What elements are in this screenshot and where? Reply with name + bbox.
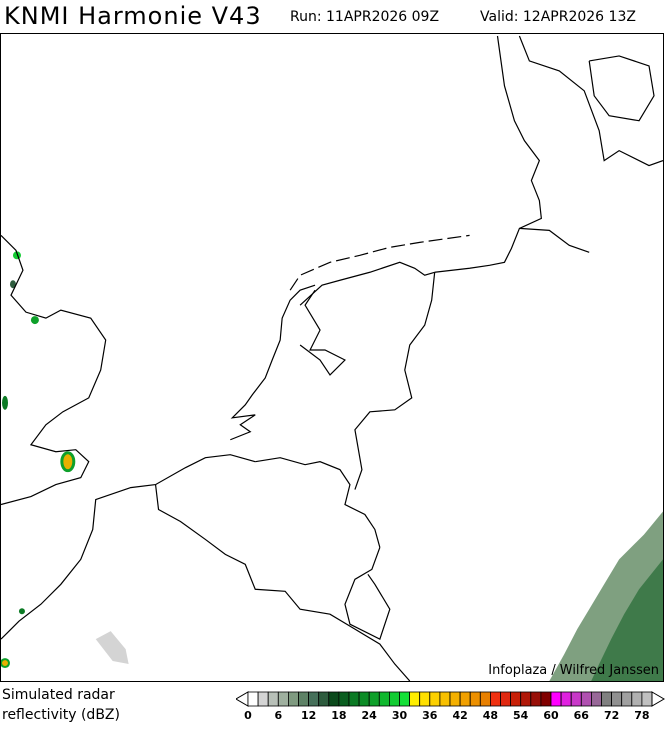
coastline-jutland-east (519, 227, 590, 253)
coastlines-borders (1, 35, 663, 681)
precip-cell (2, 395, 9, 410)
colorbar-tick-label: 0 (244, 709, 252, 721)
colorbar-swatch (368, 691, 380, 707)
run-time: Run: 11APR2026 09Z (290, 9, 440, 25)
colorbar-tick-label: 42 (452, 709, 467, 721)
precipitation (1, 251, 663, 681)
colorbar-swatch (399, 691, 411, 707)
colorbar-swatch (500, 691, 512, 707)
border-be-de-lu (344, 547, 391, 640)
ijsselmeer (299, 289, 346, 376)
colorbar-tick-label: 60 (543, 709, 559, 721)
coastline-england (1, 234, 107, 506)
colorbar-swatch (601, 691, 613, 707)
colorbar-swatch (288, 691, 299, 707)
colorbar-swatch (459, 691, 471, 707)
coastline-germany (434, 35, 542, 273)
colorbar-swatch (479, 691, 491, 707)
border-nl-be (255, 457, 381, 548)
coastline-france-belgium (1, 454, 256, 640)
colorbar-tick-label: 78 (634, 709, 649, 721)
legend-title: Simulated radar reflectivity (dBZ) (2, 685, 120, 725)
precip-cell (1, 658, 10, 669)
radar-map: Infoplaza / Wilfred Janssen (0, 33, 664, 682)
legend-title-line1: Simulated radar (2, 687, 115, 703)
colorbar-tick-label: 12 (301, 709, 316, 721)
colorbar-swatch (570, 691, 582, 707)
afsluitdijk-frisian-coast (299, 261, 435, 306)
colorbar-swatch (429, 691, 441, 707)
precip-cell-england (60, 451, 76, 473)
colorbar-swatch (409, 691, 421, 707)
map-credit: Infoplaza / Wilfred Janssen (488, 663, 659, 678)
colorbar-swatch (328, 691, 340, 707)
colorbar-swatch (489, 691, 501, 707)
colorbar-swatch (611, 691, 623, 707)
colorbar-tick-label: 6 (274, 709, 282, 721)
colorbar: 0 6 12 18 24 30 36 42 48 54 60 66 72 78 (236, 691, 665, 721)
coastline-netherlands (230, 284, 316, 441)
colorbar-swatch (338, 691, 350, 707)
colorbar-swatch (358, 691, 370, 707)
colorbar-swatch (540, 691, 552, 707)
colorbar-swatch (580, 691, 592, 707)
valid-time: Valid: 12APR2026 13Z (480, 9, 636, 25)
model-title: KNMI Harmonie V43 (4, 2, 262, 30)
colorbar-swatch (550, 691, 562, 707)
coastline-denmark (518, 35, 663, 167)
precip-cell (9, 280, 16, 289)
colorbar-tick-label: 18 (331, 709, 346, 721)
colorbar-swatch (298, 691, 310, 707)
colorbar-swatch (257, 691, 269, 707)
colorbar-swatch (469, 691, 481, 707)
colorbar-swatch (439, 691, 451, 707)
colorbar-tick-label: 66 (574, 709, 590, 721)
colorbar-tick-label: 48 (483, 709, 498, 721)
colorbar-tick-label: 30 (392, 709, 408, 721)
colorbar-swatch (510, 691, 522, 707)
colorbar-swatch (449, 691, 461, 707)
colorbar-tick-label: 54 (513, 709, 529, 721)
precip-cell (18, 608, 25, 615)
colorbar-tick-label: 24 (362, 709, 378, 721)
precip-cell (30, 316, 39, 325)
colorbar-swatch (247, 691, 259, 707)
colorbar-swatch (621, 691, 633, 707)
colorbar-swatch (641, 691, 653, 707)
colorbar-swatch (348, 691, 360, 707)
colorbar-swatch (308, 691, 320, 707)
wadden-islands (289, 234, 470, 291)
precip-light-france (95, 631, 129, 665)
colorbar-tick-label: 72 (604, 709, 619, 721)
border-be-fr (154, 484, 411, 681)
colorbar-swatch (560, 691, 572, 707)
border-nl-de (354, 272, 436, 490)
colorbar-swatch (318, 691, 330, 707)
colorbar-swatch (277, 691, 289, 707)
colorbar-swatch (388, 691, 400, 707)
islands-denmark (588, 55, 655, 122)
legend-title-line2: reflectivity (dBZ) (2, 707, 120, 723)
header: KNMI Harmonie V43 (4, 2, 262, 30)
colorbar-swatch (530, 691, 542, 707)
colorbar-left-arrow (236, 691, 249, 707)
precip-core-southeast (591, 559, 663, 681)
colorbar-tick-label: 36 (422, 709, 438, 721)
colorbar-swatch (267, 691, 279, 707)
colorbar-swatch (590, 691, 602, 707)
colorbar-swatch (378, 691, 390, 707)
colorbar-swatch (631, 691, 643, 707)
colorbar-swatch (419, 691, 431, 707)
colorbar-swatch (520, 691, 532, 707)
colorbar-right-arrow (651, 691, 665, 707)
